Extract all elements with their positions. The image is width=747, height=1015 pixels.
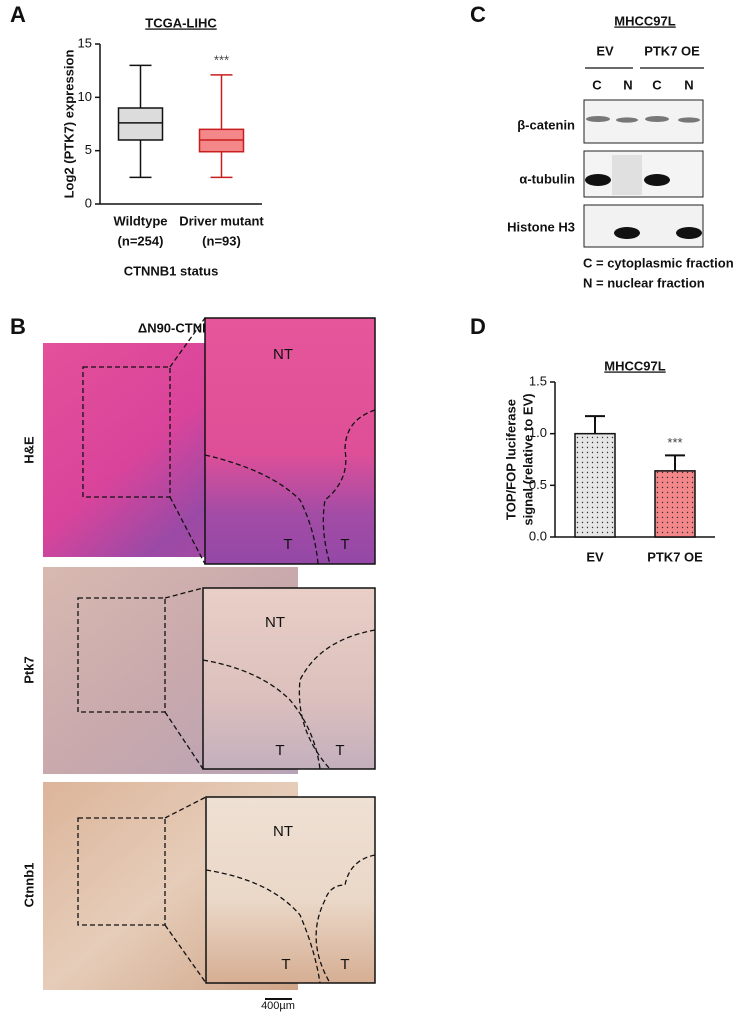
- chart-title: MHCC97L: [604, 358, 665, 373]
- bar: [574, 432, 616, 538]
- y-tick-label: 0: [85, 195, 92, 210]
- x-tick-label: Driver mutant: [179, 213, 264, 228]
- stain-label: H&E: [21, 436, 36, 464]
- group-label: EV: [596, 43, 614, 58]
- boundary: [315, 854, 376, 984]
- region-label: T: [283, 536, 292, 553]
- blot-bands: [585, 174, 702, 239]
- blot-bands: [586, 116, 700, 123]
- y-tick-label: 10: [78, 89, 92, 104]
- blot-strip: [583, 204, 704, 248]
- blot-row-label: β-catenin: [517, 117, 575, 132]
- y-tick-label: 1.0: [529, 425, 547, 440]
- group-label: PTK7 OE: [644, 43, 700, 58]
- stain-label: Ptk7: [21, 656, 36, 683]
- micrograph-inset: [205, 796, 376, 984]
- y-tick-label: 15: [78, 35, 92, 50]
- bar: [654, 470, 696, 538]
- panel-label: B: [10, 314, 26, 339]
- blot-strip: [583, 150, 704, 198]
- chart-title: TCGA-LIHC: [145, 15, 217, 30]
- boundary: [298, 629, 376, 770]
- box: [117, 107, 164, 141]
- panel-label: C: [470, 2, 486, 27]
- boundary: [205, 869, 321, 984]
- boundary: [204, 454, 319, 565]
- zoom-box: [77, 817, 166, 926]
- x-axis-label: CTNNB1 status: [124, 263, 219, 278]
- y-axis-label: Log2 (PTK7) expression: [61, 50, 76, 199]
- zoom-line: [164, 587, 204, 599]
- lane-label: N: [623, 77, 632, 92]
- region-label: NT: [273, 823, 293, 840]
- x-tick-label: Wildtype: [113, 213, 167, 228]
- lane-label: C: [652, 77, 662, 92]
- blot-legend: C = cytoplasmic fraction: [583, 255, 734, 270]
- region-label: NT: [265, 614, 285, 631]
- zoom-box: [82, 366, 171, 498]
- y-axis-label: TOP/FOP luciferase: [503, 399, 518, 520]
- zoom-box: [77, 597, 166, 713]
- lane-label: C: [592, 77, 602, 92]
- region-label: T: [340, 536, 349, 553]
- panel-label: D: [470, 314, 486, 339]
- zoom-line: [164, 924, 207, 984]
- blot-legend: N = nuclear fraction: [583, 275, 705, 290]
- boundary: [322, 409, 376, 565]
- y-tick-label: 0.5: [529, 477, 547, 492]
- panel-label: A: [10, 2, 26, 27]
- boundary: [202, 659, 321, 770]
- stain-label: Ctnnb1: [21, 863, 36, 908]
- blot-row-label: Histone H3: [507, 219, 575, 234]
- zoom-line: [169, 317, 206, 368]
- region-label: T: [281, 956, 290, 973]
- scale-label: 400µm: [261, 1000, 295, 1012]
- sample-size: (n=93): [202, 233, 241, 248]
- x-tick-label: PTK7 OE: [647, 549, 703, 564]
- micrograph-inset: [202, 587, 376, 770]
- significance: ***: [214, 52, 229, 67]
- significance: ***: [667, 435, 682, 450]
- region-label: T: [340, 956, 349, 973]
- y-tick-label: 0.0: [529, 528, 547, 543]
- y-tick-label: 1.5: [529, 373, 547, 388]
- sample-size: (n=254): [118, 233, 164, 248]
- zoom-line: [164, 711, 204, 770]
- zoom-line: [169, 496, 206, 565]
- blot-smear: [612, 155, 642, 195]
- x-tick-label: EV: [586, 549, 604, 564]
- region-label: T: [335, 742, 344, 759]
- region-label: T: [275, 742, 284, 759]
- micrograph-inset: [204, 317, 376, 565]
- blot-title: MHCC97L: [614, 13, 675, 28]
- blot-row-label: α-tubulin: [519, 171, 575, 186]
- region-label: NT: [273, 346, 293, 363]
- y-tick-label: 5: [85, 142, 92, 157]
- y-axis-label: signal (relative to EV): [520, 393, 535, 525]
- lane-label: N: [684, 77, 693, 92]
